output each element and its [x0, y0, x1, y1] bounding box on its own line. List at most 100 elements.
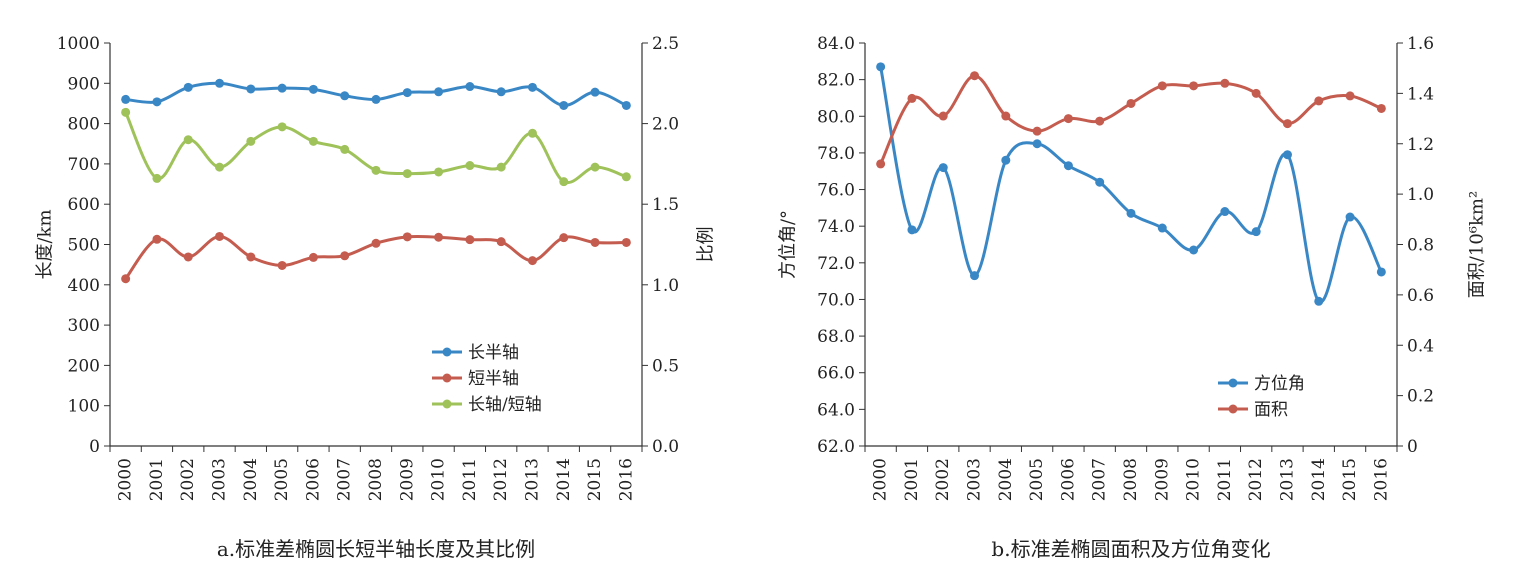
- x-tick-label: 2008: [366, 458, 386, 501]
- data-point: [277, 122, 287, 132]
- data-point: [308, 84, 318, 94]
- data-point: [371, 165, 381, 175]
- data-point: [1220, 78, 1230, 88]
- data-point: [277, 83, 287, 93]
- data-point: [970, 71, 980, 81]
- data-point: [121, 107, 131, 117]
- data-point: [1063, 114, 1073, 124]
- series-line: [879, 74, 1382, 165]
- data-point: [496, 162, 506, 172]
- y-tick-label-left: 72.0: [817, 254, 855, 274]
- data-point: [1189, 245, 1199, 255]
- x-tick-label: 2003: [210, 458, 230, 501]
- data-point: [215, 231, 225, 241]
- y-tick-label-right: 0.2: [1407, 387, 1434, 407]
- data-point: [246, 252, 256, 262]
- data-point: [340, 251, 350, 261]
- data-point: [215, 78, 225, 88]
- y-tick-label-left: 70.0: [817, 290, 855, 310]
- x-tick-label: 2006: [303, 458, 323, 501]
- data-point: [434, 232, 444, 242]
- data-point: [559, 233, 569, 243]
- y-tick-label-right: 2.5: [652, 34, 679, 54]
- x-tick-label: 2016: [1371, 458, 1391, 501]
- x-tick-label: 2001: [147, 458, 167, 501]
- chart-a: 0 100 200 300 400 500 600 700 800 900 1000 0.0 0.5 1.…: [35, 34, 717, 561]
- data-point: [1032, 139, 1042, 149]
- data-point: [434, 167, 444, 177]
- data-point: [1314, 296, 1324, 306]
- y-axis-label-right: 比例: [696, 227, 717, 263]
- y-tick-label-left: 74.0: [817, 217, 855, 237]
- legend-swatch-marker: [442, 347, 452, 357]
- legend-swatch-marker: [1228, 404, 1238, 414]
- legend-label: 面积: [1254, 400, 1288, 420]
- y-tick-label-left: 0: [89, 437, 100, 457]
- data-point: [371, 238, 381, 248]
- data-point: [621, 172, 631, 182]
- x-tick-label: 2016: [616, 458, 636, 501]
- y-tick-label-right: 1.4: [1407, 84, 1434, 104]
- data-point: [621, 100, 631, 110]
- x-tick-label: 2015: [585, 458, 605, 501]
- data-point: [527, 82, 537, 92]
- data-point: [496, 237, 506, 247]
- y-tick-label-left: 800: [68, 115, 100, 135]
- data-point: [938, 111, 948, 121]
- x-tick-label: 2011: [1215, 458, 1235, 501]
- data-point: [371, 94, 381, 104]
- y-tick-label-left: 84.0: [817, 34, 855, 54]
- x-tick-label: 2015: [1340, 458, 1360, 501]
- y-tick-label-left: 200: [68, 356, 100, 376]
- x-tick-label: 2004: [996, 458, 1016, 501]
- x-tick-label: 2013: [1277, 458, 1297, 501]
- chart-caption: b.标准差椭圆面积及方位角变化: [991, 537, 1270, 561]
- data-point: [1032, 126, 1042, 136]
- x-tick-label: 2013: [522, 458, 542, 501]
- x-tick-label: 2007: [335, 458, 355, 501]
- x-tick-label: 2000: [116, 458, 136, 501]
- y-tick-label-left: 76.0: [817, 181, 855, 201]
- y-tick-label-left: 1000: [57, 34, 100, 54]
- data-point: [1251, 227, 1261, 237]
- data-point: [246, 136, 256, 146]
- y-tick-label-right: 1.5: [652, 195, 679, 215]
- data-point: [970, 271, 980, 281]
- data-point: [527, 128, 537, 138]
- x-tick-label: 2006: [1058, 458, 1078, 501]
- y-tick-label-right: 1.2: [1407, 135, 1434, 155]
- legend-label: 方位角: [1254, 374, 1305, 394]
- data-point: [938, 163, 948, 173]
- y-tick-label-right: 1.6: [1407, 34, 1434, 54]
- data-point: [434, 87, 444, 97]
- y-tick-label-left: 100: [68, 397, 100, 417]
- legend-label: 长半轴: [468, 343, 519, 363]
- y-tick-label-right: 0.4: [1407, 336, 1434, 356]
- data-point: [1063, 161, 1073, 171]
- data-point: [340, 144, 350, 154]
- x-tick-label: 2011: [460, 458, 480, 501]
- x-tick-label: 2005: [1027, 458, 1047, 501]
- x-tick-label: 2012: [1246, 458, 1266, 501]
- y-tick-label-left: 600: [68, 195, 100, 215]
- data-point: [1345, 91, 1355, 101]
- data-point: [907, 93, 917, 103]
- y-axis-label-left: 方位角/°: [778, 210, 799, 279]
- y-tick-label-right: 0.6: [1407, 286, 1434, 306]
- y-tick-label-right: 0: [1407, 437, 1418, 457]
- data-point: [1001, 155, 1011, 165]
- legend-swatch-marker: [442, 373, 452, 383]
- data-point: [465, 235, 475, 245]
- data-point: [308, 136, 318, 146]
- legend-swatch-marker: [1228, 378, 1238, 388]
- y-tick-label-left: 66.0: [817, 364, 855, 384]
- data-point: [1157, 81, 1167, 91]
- data-point: [527, 256, 537, 266]
- data-point: [1157, 223, 1167, 233]
- data-point: [1220, 207, 1230, 217]
- data-point: [590, 162, 600, 172]
- legend-label: 短半轴: [468, 369, 519, 389]
- data-point: [121, 94, 131, 104]
- x-tick-label: 2010: [1184, 458, 1204, 501]
